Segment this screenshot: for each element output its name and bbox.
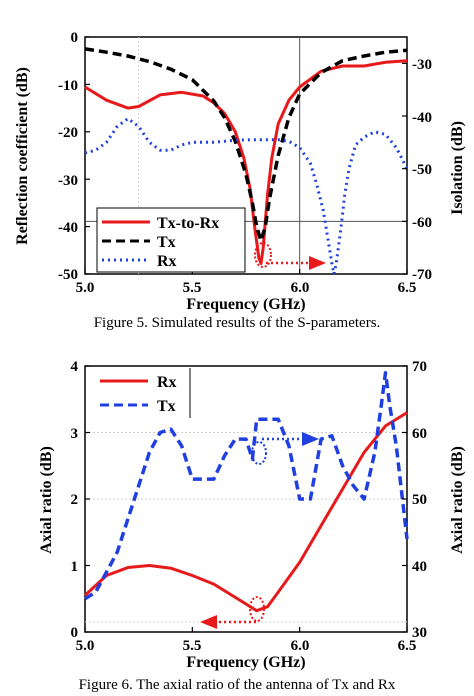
y2-tick-label: -70 xyxy=(412,267,432,283)
y-tick-label: -40 xyxy=(58,220,78,236)
legend: Rx Tx xyxy=(100,368,191,418)
indicator-arrow-head xyxy=(200,615,217,629)
y2-tick-label: 60 xyxy=(412,426,427,442)
series-line-rx xyxy=(83,411,408,613)
x-tick-label: 6.0 xyxy=(291,280,310,296)
indicator-ellipse xyxy=(249,596,265,622)
y2-tick-label: 50 xyxy=(412,492,427,508)
x-tick-label: 5.5 xyxy=(183,280,202,296)
y2-tick-label: -50 xyxy=(412,162,432,178)
y-tick-label: 4 xyxy=(71,359,79,375)
s-parameters-chart: 0 -10 -20 -30 -40 -50 -30 -40 -50 -60 -7… xyxy=(14,30,466,331)
legend: Tx-to-Rx Tx Rx xyxy=(96,207,246,273)
y-tick-label: -20 xyxy=(58,125,78,141)
x-tick-label: 5.5 xyxy=(183,638,202,654)
y-axis-label: Axial ratio (dB) xyxy=(38,446,55,554)
axial-ratio-chart: 0 1 2 3 4 30 40 50 60 70 5.0 5.5 6.0 6.5… xyxy=(38,359,466,693)
y2-tick-label: -60 xyxy=(412,215,432,231)
y-axis-label: Reflection coefficient (dB) xyxy=(14,67,31,245)
x-axis-label: Frequency (GHz) xyxy=(186,296,305,313)
y2-tick-label: -30 xyxy=(412,57,432,73)
y2-tick-label: 70 xyxy=(412,359,427,375)
x-tick-label: 6.0 xyxy=(291,638,310,654)
series-layer xyxy=(84,47,409,276)
y-tick-label: -30 xyxy=(58,173,78,189)
series-layer xyxy=(83,370,409,613)
y-tick-label: -50 xyxy=(58,267,78,283)
y2-tick-label: 30 xyxy=(412,625,427,641)
indicator-arrow-head xyxy=(309,256,326,270)
x-tick-label: 5.0 xyxy=(76,638,95,654)
y2-tick-label: 40 xyxy=(412,559,427,575)
x-axis-label: Frequency (GHz) xyxy=(186,654,305,671)
legend-label-tx-to-rx: Tx-to-Rx xyxy=(157,215,219,232)
indicator-arrow-head xyxy=(302,432,319,446)
tick-marks xyxy=(84,365,408,633)
x-tick-label: 6.5 xyxy=(398,280,417,296)
y-tick-label: -10 xyxy=(58,78,78,94)
tx-right-axis-indicator xyxy=(251,432,319,465)
indicator-ellipse xyxy=(251,441,267,465)
rx-left-axis-indicator xyxy=(200,596,265,629)
series-line-rx xyxy=(84,117,409,276)
tick-marks xyxy=(84,36,408,275)
legend-label-tx: Tx xyxy=(157,234,176,251)
right-axis-indicator xyxy=(254,242,326,270)
x-tick-label: 5.0 xyxy=(76,280,95,296)
plot-frame xyxy=(84,36,408,275)
series-line-tx xyxy=(84,47,408,243)
y2-axis-label: Axial ratio (dB) xyxy=(449,446,466,554)
indicator-ellipse xyxy=(254,242,272,268)
legend-label-rx: Rx xyxy=(157,253,177,270)
y-tick-label: 0 xyxy=(71,625,79,641)
figure-caption: Figure 5. Simulated results of the S-par… xyxy=(94,315,381,331)
series-line-tx xyxy=(84,370,409,601)
legend-label-tx: Tx xyxy=(157,398,176,415)
y2-tick-label: -40 xyxy=(412,110,432,126)
x-tick-label: 6.5 xyxy=(398,638,417,654)
y-tick-label: 1 xyxy=(71,559,79,575)
legend-label-rx: Rx xyxy=(157,374,177,391)
y2-axis-label: Isolation (dB) xyxy=(449,121,466,215)
y-tick-label: 0 xyxy=(71,30,79,46)
figure-caption: Figure 6. The axial ratio of the antenna… xyxy=(79,677,396,693)
y-tick-label: 3 xyxy=(71,426,79,442)
y-tick-label: 2 xyxy=(71,492,79,508)
